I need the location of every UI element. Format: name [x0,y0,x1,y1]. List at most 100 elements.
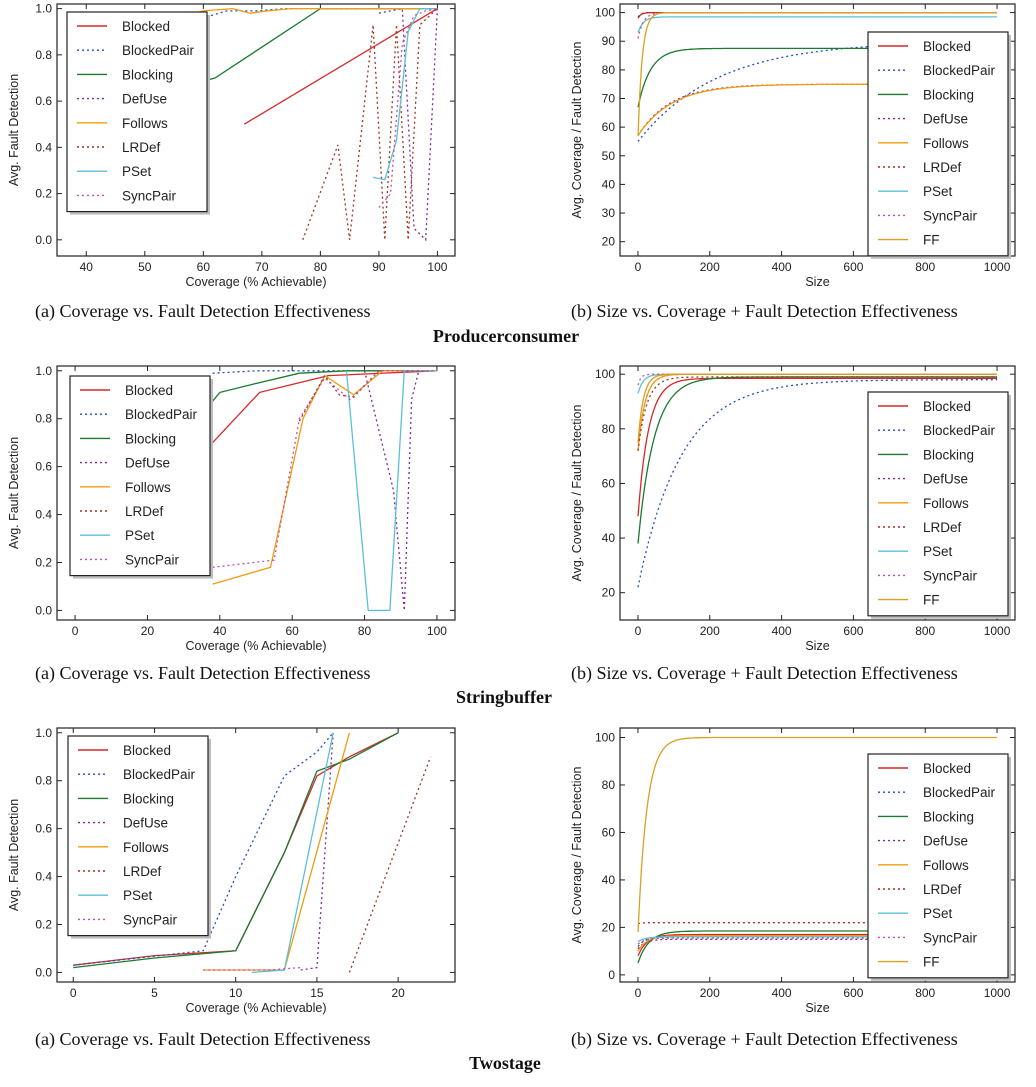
x-axis-label: Coverage (% Achievable) [185,1001,326,1015]
legend-label: FF [923,955,940,970]
legend-label: Blocking [923,447,974,462]
section-title-producerconsumer: Producerconsumer [433,326,579,346]
legend-label: Blocking [125,431,176,446]
y-tick-label: 100 [595,367,615,381]
legend-label: Blocked [923,39,971,54]
chart-twostage-coverage: 0 5 10 15 20 0.0 0.2 0.4 0.6 0.8 1.0 Coverage (% Ac… [7,726,456,1015]
y-tick-label: 0.8 [35,412,52,426]
x-tick-label: 200 [700,624,720,638]
y-tick-label: 0.6 [35,822,52,836]
series-line-pset [637,16,997,33]
series-line-defuse [300,732,334,971]
legend-label: BlockedPair [122,43,195,58]
x-tick-label: 60 [197,260,211,274]
legend-label: BlockedPair [923,785,996,800]
legend-label: Follows [122,116,168,131]
series-line-blockedpair [637,379,997,588]
legend-label: Follows [923,136,969,151]
chart-stringbuffer-size: 0 200 400 600 800 1000 20 40 60 80 100 Size Avg. Cov… [570,365,1016,653]
caption-right-producerconsumer: (b) Size vs. Coverage + Fault Detection … [571,301,958,322]
y-tick-label: 20 [602,235,616,249]
series-line-blocked [243,8,438,125]
x-tick-label: 800 [915,260,935,274]
x-tick-label: 80 [314,260,328,274]
legend-label: DefUse [122,92,167,107]
x-tick-label: 0 [70,986,77,1000]
series-line-ff [637,11,997,136]
legend-box [67,735,209,937]
x-tick-label: 0 [635,624,642,638]
y-tick-label: 0 [608,968,615,982]
x-tick-label: 0 [635,986,642,1000]
series-group [73,732,432,974]
x-axis-label: Coverage (% Achievable) [185,275,326,289]
x-tick-label: 400 [772,260,792,274]
y-tick-label: 0.2 [35,917,52,931]
legend-label: BlockedPair [923,423,996,438]
legend-label: DefUse [923,112,968,127]
y-tick-label: 80 [602,63,616,77]
legend-label: DefUse [923,472,968,487]
x-tick-label: 400 [772,624,792,638]
series-line-syncpair [212,370,437,568]
x-tick-label: 400 [772,986,792,1000]
legend-label: SyncPair [125,552,180,567]
x-tick-label: 20 [391,986,405,1000]
legend-label: PSet [923,906,953,921]
chart-stringbuffer-coverage: 0 20 40 60 80 100 0.0 0.2 0.4 0.6 0.8 1.0 Coverage (… [7,364,456,653]
x-axis-label: Size [805,275,829,289]
y-tick-label: 60 [602,476,616,490]
section-title-stringbuffer: Stringbuffer [456,687,552,707]
x-tick-label: 40 [80,260,94,274]
legend-label: Blocked [923,761,971,776]
legend-label: Blocked [122,19,170,34]
x-tick-label: 200 [700,986,720,1000]
legend-label: SyncPair [122,188,177,203]
section-title-twostage: Twostage [469,1053,541,1073]
x-tick-label: 1000 [984,260,1011,274]
y-tick-label: 90 [602,34,616,48]
y-tick-label: 80 [602,422,616,436]
y-tick-label: 40 [602,177,616,191]
legend-box [66,11,208,213]
x-tick-label: 70 [255,260,269,274]
legend-label: PSet [923,184,953,199]
legend-label: SyncPair [123,912,178,927]
y-tick-label: 0.6 [35,94,52,108]
y-tick-label: 1.0 [35,2,52,16]
x-tick-label: 100 [427,260,447,274]
legend-label: Blocking [122,67,173,82]
series-line-syncpair [378,7,438,208]
series-line-pset [372,7,438,181]
series-line-blocking [197,370,437,420]
legend-label: LRDef [923,882,962,897]
legend-label: Blocking [923,809,974,824]
legend-box [867,391,1009,617]
y-tick-label: 0.2 [35,555,52,569]
y-tick-label: 0.4 [35,870,52,884]
series-group [637,373,997,588]
y-tick-label: 0.0 [35,233,52,247]
legend-label: Blocking [923,87,974,102]
legend-label: PSet [123,888,153,903]
y-tick-label: 20 [602,586,616,600]
y-axis-label: Avg. Fault Detection [7,437,21,549]
legend-label: Follows [125,480,171,495]
y-tick-label: 0.4 [35,508,52,522]
caption-right-twostage: (b) Size vs. Coverage + Fault Detection … [571,1029,958,1050]
caption-left-twostage: (a) Coverage vs. Fault Detection Effecti… [35,1029,371,1050]
legend-label: DefUse [123,816,168,831]
series-line-pset [345,370,437,612]
x-tick-label: 15 [310,986,324,1000]
legend-box [69,375,211,577]
y-tick-label: 0.4 [35,140,52,154]
chart-twostage-size: 0 200 400 600 800 1000 0 20 40 60 80 100 Size Avg. Co… [570,727,1016,1015]
x-axis-label: Size [805,639,829,653]
x-tick-label: 1000 [984,624,1011,638]
y-tick-label: 0.6 [35,460,52,474]
x-tick-label: 600 [843,624,863,638]
legend-label: FF [923,233,940,248]
legend-label: PSet [125,528,155,543]
x-tick-label: 200 [700,260,720,274]
